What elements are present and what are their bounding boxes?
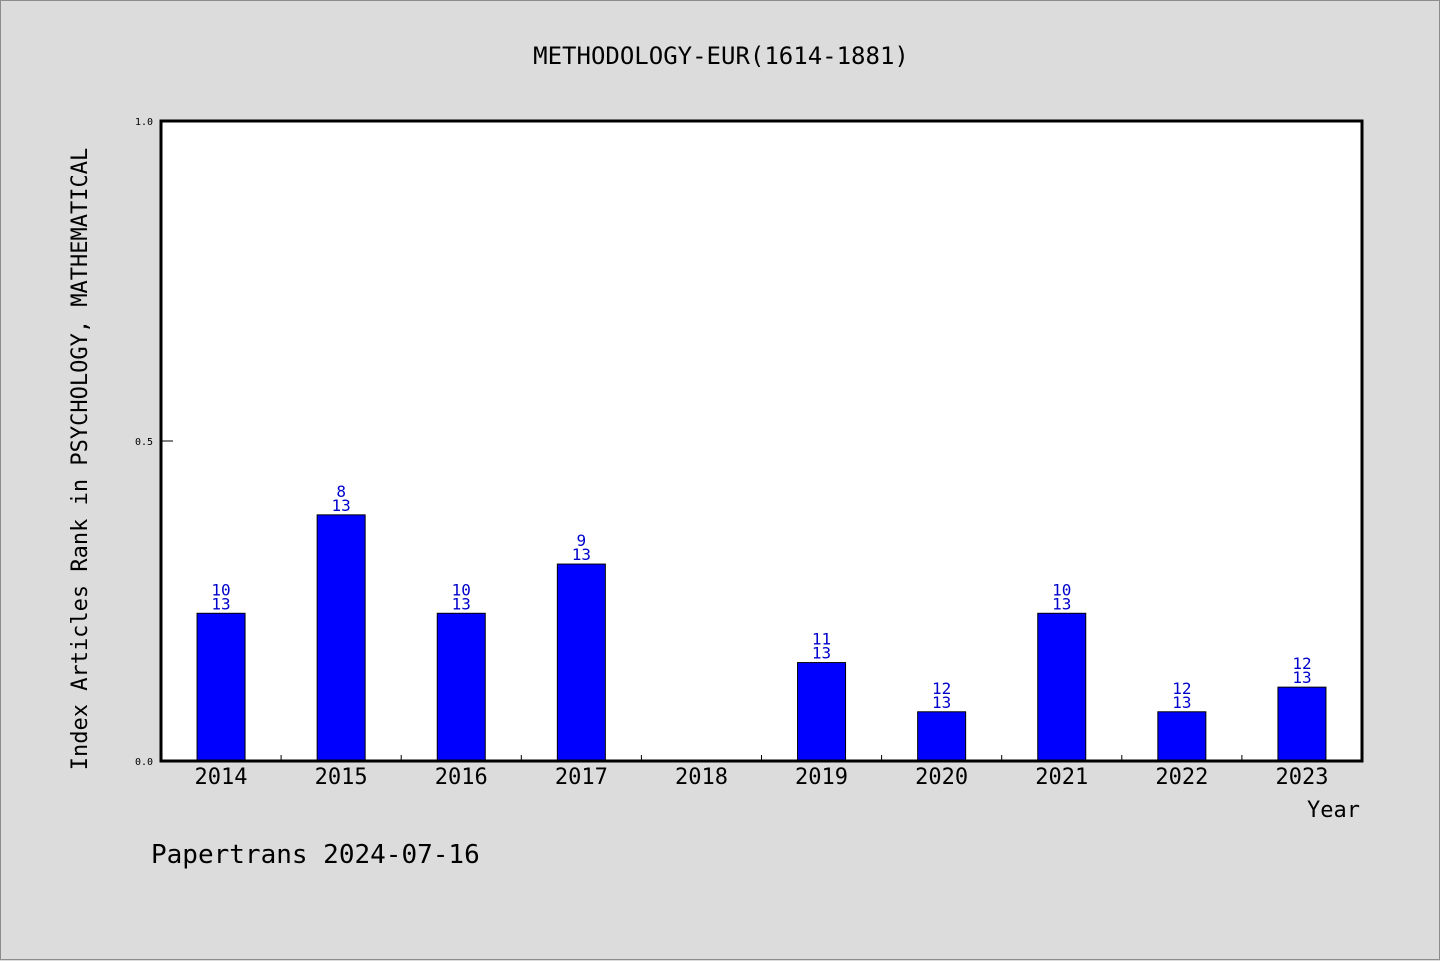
x-tick-label-2019: 2019 [795, 765, 848, 790]
bar-label-rank-2014: 10 [211, 580, 230, 599]
y-tick-label-1.0: 1.0 [135, 117, 153, 128]
x-tick-label-2018: 2018 [675, 765, 728, 790]
bar-label-rank-2015: 8 [336, 482, 346, 501]
bar-label-total-2020: 13 [932, 693, 951, 712]
bar-2023 [1277, 686, 1327, 762]
x-tick-label-2021: 2021 [1035, 765, 1088, 790]
y-tick-label-0.0: 0.0 [135, 757, 153, 768]
bar-label-total-2021: 13 [1052, 594, 1071, 613]
bar-2020 [917, 711, 967, 762]
x-tick-label-2020: 2020 [915, 765, 968, 790]
x-tick-label-2016: 2016 [435, 765, 488, 790]
bar-label-total-2015: 13 [332, 496, 351, 515]
bar-label-total-2016: 13 [452, 594, 471, 613]
bar-label-rank-2016: 10 [452, 580, 471, 599]
bar-label-rank-2023: 12 [1292, 654, 1311, 673]
y-tick-label-0.5: 0.5 [135, 437, 153, 448]
bar-2022 [1157, 711, 1207, 762]
bar-label-total-2014: 13 [211, 594, 230, 613]
y-axis-title: Index Articles Rank in PSYCHOLOGY, MATHE… [68, 148, 93, 771]
bar-2016 [436, 612, 486, 762]
x-axis-title: Year [1307, 798, 1360, 823]
bar-2014 [196, 612, 246, 762]
x-tick-label-2017: 2017 [555, 765, 608, 790]
bar-label-rank-2021: 10 [1052, 580, 1071, 599]
chart-title: METHODOLOGY-EUR(1614-1881) [533, 42, 909, 70]
plot-border [159, 119, 1364, 763]
bar-label-rank-2022: 12 [1172, 679, 1191, 698]
x-tick-label-2022: 2022 [1155, 765, 1208, 790]
bar-label-rank-2020: 12 [932, 679, 951, 698]
bar-label-total-2022: 13 [1172, 693, 1191, 712]
bar-label-total-2017: 13 [572, 545, 591, 564]
bar-label-rank-2017: 9 [577, 531, 587, 550]
ticks-group: 2014 2015 2016 2017 2018 2019 2020 2021 2022 2023… [135, 117, 1329, 790]
footer-credit: Papertrans 2024-07-16 [151, 840, 480, 870]
x-tick-label-2014: 2014 [195, 765, 248, 790]
bar-label-total-2023: 13 [1292, 668, 1311, 687]
x-tick-label-2015: 2015 [315, 765, 368, 790]
bar-2017 [556, 563, 606, 762]
bar-2021 [1037, 612, 1087, 762]
x-tick-label-2023: 2023 [1275, 765, 1328, 790]
bar-label-total-2019: 13 [812, 644, 831, 663]
bar-2019 [797, 662, 847, 762]
bar-2015 [316, 514, 366, 762]
bar-label-rank-2019: 11 [812, 630, 831, 649]
